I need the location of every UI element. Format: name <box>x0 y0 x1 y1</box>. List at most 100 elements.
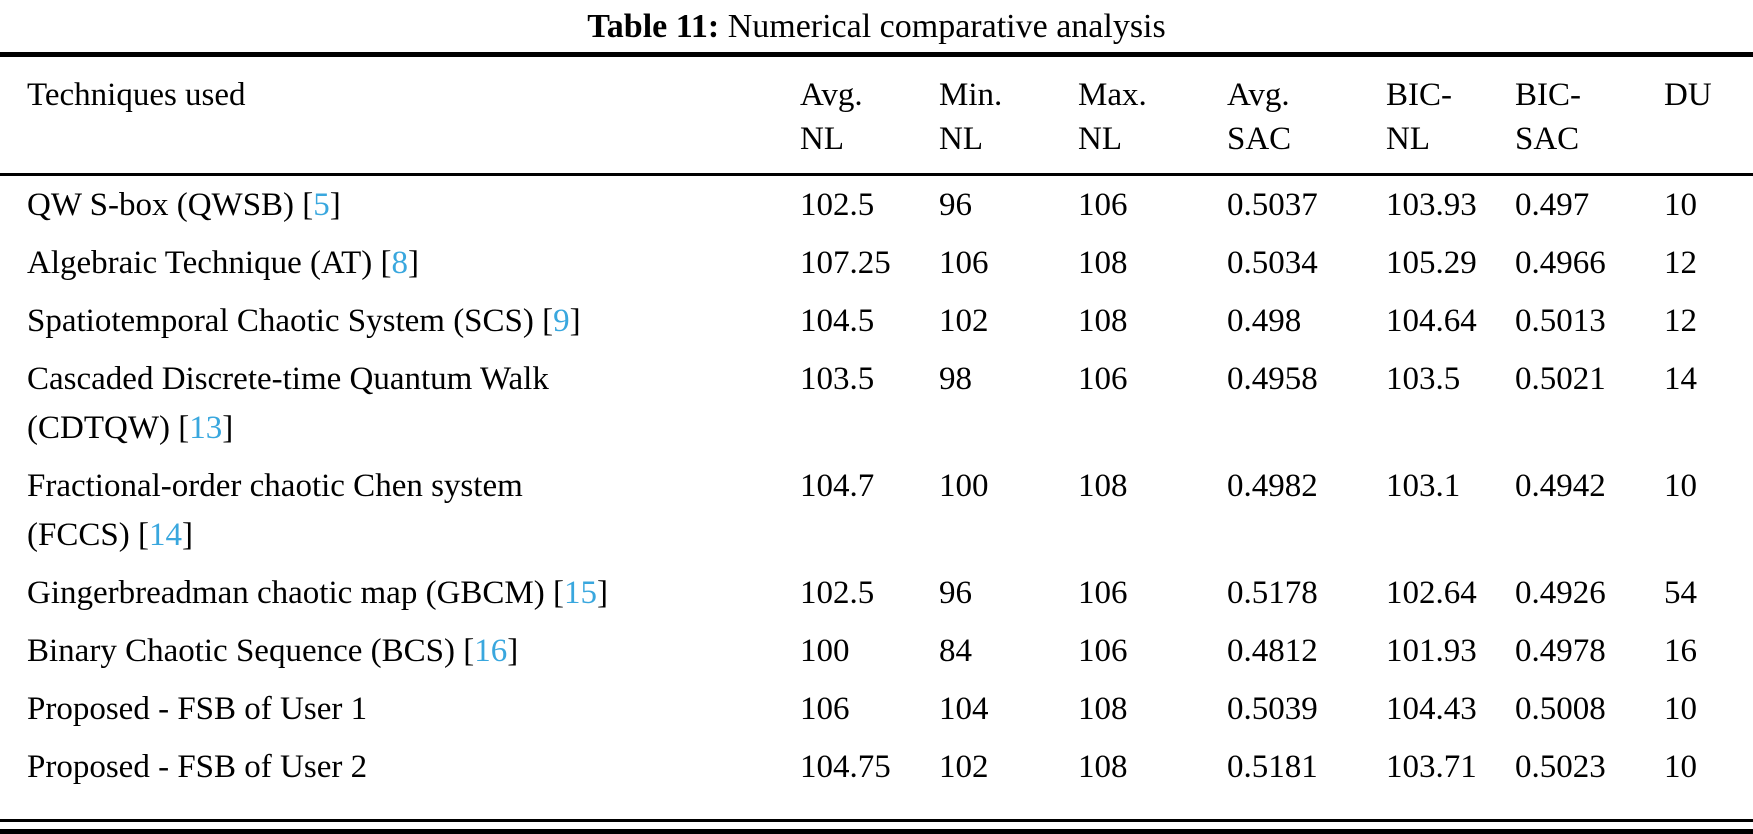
avg-sac-cell: 0.4958 <box>1227 361 1318 397</box>
avg-nl-cell: 106 <box>800 691 850 727</box>
column-header-avg-nl: Avg. NL <box>800 57 939 176</box>
technique-name: Algebraic Technique (AT) <box>27 245 373 281</box>
citation-link[interactable]: 16 <box>474 633 508 669</box>
avg-nl-cell: 104.5 <box>800 303 875 339</box>
avg-nl-cell: 102.5 <box>800 575 875 611</box>
bic-sac-cell: 0.5008 <box>1515 691 1606 727</box>
citation-link[interactable]: 8 <box>391 245 409 281</box>
bottom-rule-thick <box>0 829 1753 834</box>
technique-name: Spatiotemporal Chaotic System (SCS) <box>27 303 534 339</box>
table-caption-text: Numerical comparative analysis <box>719 8 1166 45</box>
table-row: Proposed - FSB of User 1 106 104 108 0.5… <box>0 680 1753 738</box>
max-nl-cell: 106 <box>1078 633 1128 669</box>
technique-cell: Proposed - FSB of User 1 <box>0 680 800 738</box>
citation-close-bracket: ] <box>222 410 234 446</box>
max-nl-cell: 106 <box>1078 187 1128 223</box>
avg-sac-cell: 0.5037 <box>1227 187 1318 223</box>
avg-nl-cell: 102.5 <box>800 187 875 223</box>
citation-open-bracket: [ <box>533 303 554 339</box>
bic-sac-cell: 0.5023 <box>1515 749 1606 785</box>
max-nl-cell: 108 <box>1078 691 1128 727</box>
citation-link[interactable]: 5 <box>313 187 330 223</box>
min-nl-cell: 98 <box>939 361 972 397</box>
column-header-bic-sac: BIC- SAC <box>1515 57 1664 176</box>
avg-nl-cell: 104.7 <box>800 468 875 504</box>
du-cell: 16 <box>1664 633 1697 669</box>
max-nl-cell: 108 <box>1078 468 1128 504</box>
citation-open-bracket: [ <box>455 633 475 669</box>
bic-nl-cell: 101.93 <box>1386 633 1477 669</box>
citation-link[interactable]: 15 <box>564 575 598 611</box>
avg-sac-cell: 0.498 <box>1227 303 1302 339</box>
technique-cell: Binary Chaotic Sequence (BCS) [16] <box>0 622 800 680</box>
du-cell: 10 <box>1664 691 1697 727</box>
avg-nl-cell: 107.25 <box>800 245 891 281</box>
max-nl-cell: 108 <box>1078 245 1128 281</box>
bic-nl-cell: 103.93 <box>1386 187 1477 223</box>
technique-cell: Algebraic Technique (AT) [8] <box>0 234 800 292</box>
min-nl-cell: 100 <box>939 468 989 504</box>
column-header-bic-nl: BIC- NL <box>1386 57 1515 176</box>
avg-nl-cell: 100 <box>800 633 850 669</box>
bic-sac-cell: 0.4978 <box>1515 633 1606 669</box>
bic-nl-cell: 102.64 <box>1386 575 1477 611</box>
citation-open-bracket: [ <box>544 575 565 611</box>
table-row: QW S-box (QWSB) [5] 102.5 96 106 0.5037 … <box>0 175 1753 235</box>
table-row: Binary Chaotic Sequence (BCS) [16] 100 8… <box>0 622 1753 680</box>
du-cell: 12 <box>1664 303 1697 339</box>
min-nl-cell: 96 <box>939 187 972 223</box>
du-cell: 12 <box>1664 245 1697 281</box>
max-nl-cell: 108 <box>1078 749 1128 785</box>
technique-cell: Spatiotemporal Chaotic System (SCS) [9] <box>0 292 800 350</box>
table-row: Gingerbreadman chaotic map (GBCM) [15] 1… <box>0 564 1753 622</box>
avg-sac-cell: 0.4982 <box>1227 468 1318 504</box>
column-header-max-nl: Max. NL <box>1078 57 1227 176</box>
bic-sac-cell: 0.4926 <box>1515 575 1606 611</box>
du-cell: 10 <box>1664 749 1697 785</box>
du-cell: 54 <box>1664 575 1697 611</box>
avg-sac-cell: 0.5039 <box>1227 691 1318 727</box>
bic-sac-cell: 0.5021 <box>1515 361 1606 397</box>
technique-name: Fractional-order chaotic Chen system (FC… <box>27 468 523 553</box>
technique-name: Proposed - FSB of User 1 <box>27 691 368 727</box>
citation-link[interactable]: 9 <box>553 303 570 339</box>
avg-nl-cell: 104.75 <box>800 749 891 785</box>
technique-cell: QW S-box (QWSB) [5] <box>0 175 800 235</box>
bic-sac-cell: 0.4942 <box>1515 468 1606 504</box>
technique-name: QW S-box (QWSB) <box>27 187 295 223</box>
citation-link[interactable]: 13 <box>189 410 223 446</box>
citation-close-bracket: ] <box>597 575 609 611</box>
bic-sac-cell: 0.497 <box>1515 187 1590 223</box>
technique-name: Gingerbreadman chaotic map (GBCM) <box>27 575 545 611</box>
bic-nl-cell: 104.43 <box>1386 691 1477 727</box>
technique-cell: Proposed - FSB of User 2 <box>0 738 800 796</box>
avg-sac-cell: 0.5181 <box>1227 749 1318 785</box>
avg-nl-cell: 103.5 <box>800 361 875 397</box>
bic-nl-cell: 103.5 <box>1386 361 1461 397</box>
du-cell: 10 <box>1664 187 1697 223</box>
technique-cell: Gingerbreadman chaotic map (GBCM) [15] <box>0 564 800 622</box>
technique-cell: Cascaded Discrete-time Quantum Walk (CDT… <box>0 350 800 457</box>
avg-sac-cell: 0.4812 <box>1227 633 1318 669</box>
table-row: Fractional-order chaotic Chen system (FC… <box>0 457 1753 564</box>
du-cell: 14 <box>1664 361 1697 397</box>
max-nl-cell: 106 <box>1078 575 1128 611</box>
min-nl-cell: 106 <box>939 245 989 281</box>
du-cell: 10 <box>1664 468 1697 504</box>
bic-sac-cell: 0.4966 <box>1515 245 1606 281</box>
citation-close-bracket: ] <box>181 517 193 553</box>
min-nl-cell: 102 <box>939 303 989 339</box>
column-header-techniques: Techniques used <box>0 57 800 176</box>
table-caption: Table 11: Numerical comparative analysis <box>0 0 1753 52</box>
citation-link[interactable]: 14 <box>148 517 182 553</box>
comparison-table: Techniques used Avg. NL Min. NL Max. NL … <box>0 57 1753 796</box>
min-nl-cell: 104 <box>939 691 989 727</box>
header-row: Techniques used Avg. NL Min. NL Max. NL … <box>0 57 1753 176</box>
max-nl-cell: 106 <box>1078 361 1128 397</box>
bottom-rule-thin <box>0 819 1753 822</box>
min-nl-cell: 102 <box>939 749 989 785</box>
table-row: Cascaded Discrete-time Quantum Walk (CDT… <box>0 350 1753 457</box>
top-rule <box>0 52 1753 57</box>
citation-close-bracket: ] <box>507 633 519 669</box>
